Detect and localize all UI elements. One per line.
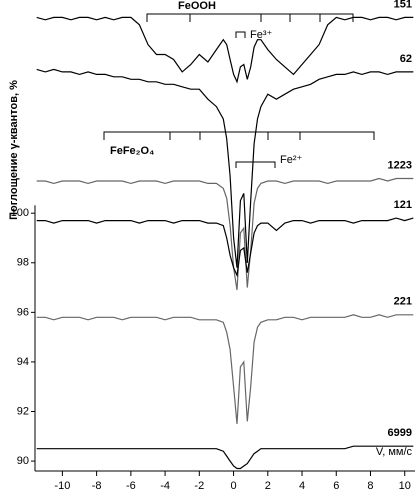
brackets [103, 13, 375, 168]
annotation: FeOOH [178, 0, 216, 12]
series-label: 62 [400, 53, 412, 65]
spectrum [36, 217, 414, 278]
spectrum [36, 445, 414, 470]
y-tick-label: 96 [17, 306, 29, 318]
x-tick-label: -4 [160, 480, 170, 492]
series-label: 221 [394, 296, 412, 308]
x-tick-label: 6 [333, 480, 339, 492]
x-tick-label: 2 [265, 480, 271, 492]
spectrum [36, 16, 414, 84]
y-axis-label: Поглощение γ-квантов, % [8, 80, 20, 220]
y-tick-label: 100 [11, 207, 29, 219]
y-tick-label: 94 [17, 356, 29, 368]
spectrum [36, 68, 414, 268]
spectrum [36, 314, 414, 424]
y-tick-label: 92 [17, 405, 29, 417]
series-label: 151 [394, 0, 412, 10]
x-tick-label: -2 [194, 480, 204, 492]
y-tick-label: 98 [17, 257, 29, 269]
x-tick-label: 0 [230, 480, 236, 492]
x-tick-label: -8 [92, 480, 102, 492]
x-tick-label: -10 [54, 480, 70, 492]
x-axis-label: V, мм/с [376, 446, 413, 458]
y-tick-label: 90 [17, 455, 29, 467]
spectrum [36, 177, 414, 291]
annotation: Fe²⁺ [280, 154, 303, 166]
annotation: Fe³⁺ [250, 29, 273, 41]
series-label: 6999 [388, 427, 412, 439]
x-tick-label: 4 [299, 480, 305, 492]
x-tick-label: -6 [126, 480, 136, 492]
x-tick-label: 8 [367, 480, 373, 492]
annotation: FeFe₂O₄ [110, 145, 154, 157]
series-label: 1223 [388, 159, 412, 171]
series-label: 121 [394, 199, 412, 211]
x-tick-label: 10 [399, 480, 411, 492]
